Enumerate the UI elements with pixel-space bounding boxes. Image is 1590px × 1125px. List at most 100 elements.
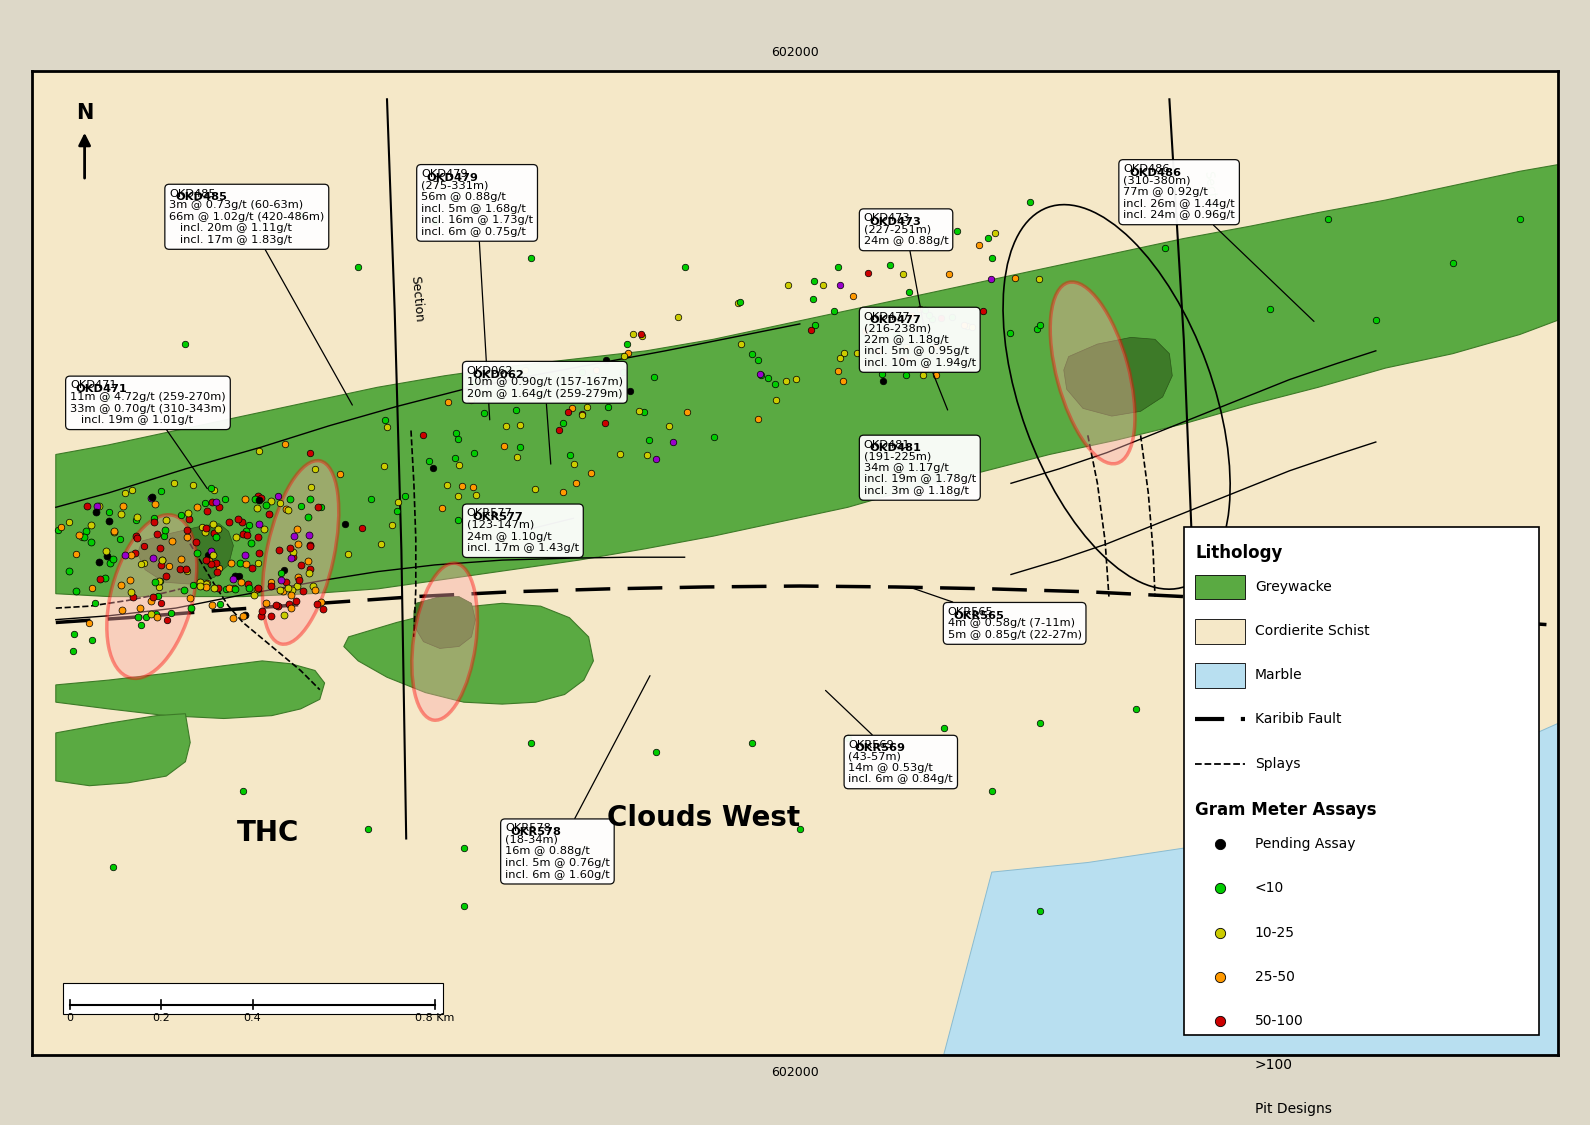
Point bbox=[94, 542, 119, 560]
Point bbox=[122, 526, 148, 544]
Text: 0: 0 bbox=[67, 1014, 73, 1024]
Point bbox=[916, 306, 941, 324]
Point bbox=[194, 503, 219, 521]
Point bbox=[332, 515, 358, 533]
Text: OKR565: OKR565 bbox=[954, 611, 1005, 621]
Point bbox=[1207, 924, 1232, 942]
Point bbox=[626, 402, 652, 420]
Polygon shape bbox=[56, 164, 1558, 596]
Point bbox=[870, 366, 895, 384]
Point bbox=[830, 372, 855, 390]
Point bbox=[507, 416, 533, 434]
Point bbox=[84, 497, 110, 515]
Point bbox=[223, 529, 248, 547]
Point bbox=[1507, 210, 1533, 228]
Point bbox=[493, 417, 518, 435]
Text: Greywacke: Greywacke bbox=[1255, 580, 1331, 594]
Point bbox=[245, 487, 270, 505]
Point bbox=[429, 500, 455, 518]
Point bbox=[138, 488, 164, 506]
Point bbox=[277, 539, 302, 557]
Point bbox=[642, 744, 668, 762]
Point bbox=[302, 580, 328, 598]
Text: OKD473
(227-251m)
24m @ 0.88g/t: OKD473 (227-251m) 24m @ 0.88g/t bbox=[863, 213, 949, 331]
Point bbox=[932, 719, 957, 737]
Point bbox=[64, 582, 89, 600]
Point bbox=[283, 592, 308, 610]
Text: 602000: 602000 bbox=[771, 46, 819, 58]
Point bbox=[188, 577, 213, 595]
Point bbox=[1315, 210, 1340, 228]
Point bbox=[145, 524, 170, 542]
Point bbox=[205, 579, 231, 597]
Point bbox=[216, 513, 242, 531]
Point bbox=[919, 310, 944, 328]
Point bbox=[755, 369, 781, 387]
Point bbox=[828, 276, 854, 294]
Point bbox=[149, 551, 175, 569]
Point bbox=[657, 416, 682, 434]
Point bbox=[372, 411, 398, 429]
Point bbox=[173, 562, 199, 580]
Point bbox=[878, 255, 903, 273]
Point bbox=[199, 542, 224, 560]
Point bbox=[674, 403, 700, 421]
Point bbox=[308, 593, 334, 611]
Point bbox=[207, 595, 232, 613]
Point bbox=[385, 493, 410, 511]
Point bbox=[197, 555, 223, 573]
Point bbox=[380, 515, 405, 533]
Point bbox=[223, 567, 248, 585]
Text: Pending Assay: Pending Assay bbox=[1255, 837, 1355, 852]
Point bbox=[410, 426, 436, 444]
Point bbox=[178, 598, 204, 616]
Point bbox=[1207, 1011, 1232, 1029]
Point bbox=[258, 606, 283, 624]
Text: THC: THC bbox=[237, 819, 299, 847]
Point bbox=[281, 528, 307, 546]
Point bbox=[251, 520, 277, 538]
Point bbox=[385, 502, 410, 520]
Text: OKD479: OKD479 bbox=[426, 173, 479, 182]
Point bbox=[207, 559, 232, 577]
Point bbox=[725, 294, 750, 312]
Point bbox=[512, 361, 537, 379]
Point bbox=[461, 477, 487, 495]
Text: OKD486
(310-380m)
77m @ 0.92g/t
incl. 26m @ 1.44g/t
incl. 24m @ 0.96g/t: OKD486 (310-380m) 77m @ 0.92g/t incl. 26… bbox=[1123, 164, 1313, 322]
Point bbox=[641, 368, 666, 386]
Point bbox=[142, 513, 167, 531]
Point bbox=[266, 487, 291, 505]
Point bbox=[56, 513, 81, 531]
Point bbox=[275, 578, 301, 596]
Point bbox=[436, 393, 461, 411]
Point bbox=[245, 554, 270, 572]
Point bbox=[97, 555, 122, 573]
Point bbox=[359, 489, 385, 507]
Text: OKR577
(123-147m)
24m @ 1.10g/t
incl. 17m @ 1.43g/t: OKR577 (123-147m) 24m @ 1.10g/t incl. 17… bbox=[467, 508, 579, 554]
Point bbox=[272, 435, 297, 453]
Point bbox=[181, 576, 207, 594]
Point bbox=[149, 551, 175, 569]
Point bbox=[148, 556, 173, 574]
Point bbox=[102, 523, 127, 541]
Point bbox=[278, 489, 304, 507]
Point bbox=[280, 543, 305, 561]
Point bbox=[286, 572, 312, 590]
Point bbox=[269, 570, 294, 588]
Point bbox=[304, 595, 329, 613]
Point bbox=[95, 548, 121, 566]
Text: OKR569: OKR569 bbox=[854, 744, 905, 754]
Point bbox=[614, 335, 639, 353]
Point bbox=[130, 554, 156, 572]
Ellipse shape bbox=[1051, 282, 1135, 464]
Point bbox=[278, 549, 304, 567]
Point bbox=[569, 363, 595, 381]
Point bbox=[820, 302, 846, 319]
Point bbox=[825, 362, 851, 380]
Point bbox=[960, 317, 986, 335]
Point bbox=[825, 259, 851, 277]
Point bbox=[1003, 269, 1029, 287]
Point bbox=[423, 213, 448, 231]
Point bbox=[253, 594, 278, 612]
Point bbox=[442, 449, 467, 467]
